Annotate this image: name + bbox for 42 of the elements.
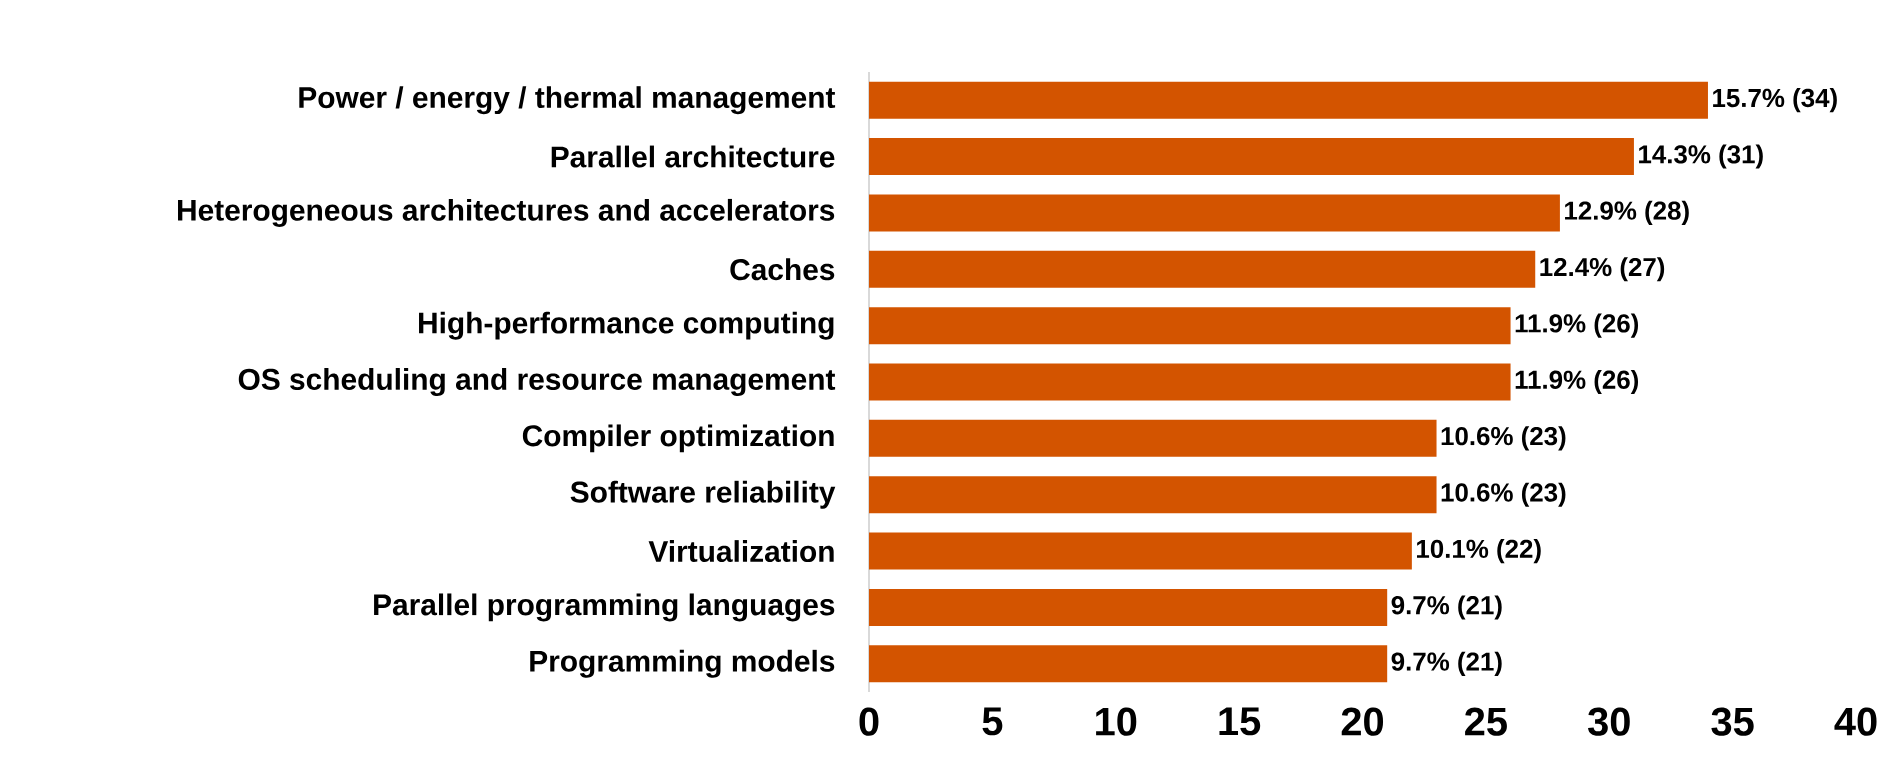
x-tick-label: 10 xyxy=(1096,707,1137,736)
y-tick-label: OS scheduling and resource management xyxy=(238,368,836,396)
bar xyxy=(869,250,1536,288)
data-label: 9.7% (21) xyxy=(1391,595,1502,620)
data-label: 11.9% (26) xyxy=(1515,313,1639,338)
bar xyxy=(869,81,1708,119)
y-tick-label: High-performance computing xyxy=(419,311,834,340)
bar xyxy=(869,532,1412,570)
bar xyxy=(869,307,1511,345)
bar xyxy=(869,419,1437,457)
x-tick-label: 0 xyxy=(859,707,879,736)
y-tick-label: Programming models xyxy=(530,649,835,678)
x-tick-label: 15 xyxy=(1219,707,1261,736)
bar xyxy=(869,588,1388,626)
data-label: 12.9% (28) xyxy=(1565,200,1689,225)
bar xyxy=(869,138,1634,176)
data-label: 12.4% (27) xyxy=(1540,257,1665,282)
bar xyxy=(869,363,1511,401)
y-tick-label: Software reliability xyxy=(570,480,836,509)
y-tick-label: Parallel programming languages xyxy=(374,593,835,622)
x-tick-label: 25 xyxy=(1465,707,1507,736)
y-tick-label: Parallel architecture xyxy=(551,145,835,168)
x-tick-label: 20 xyxy=(1341,707,1384,736)
x-tick-label: 35 xyxy=(1711,707,1754,736)
data-label: 9.7% (21) xyxy=(1391,651,1502,676)
bar xyxy=(869,645,1388,683)
data-label: 10.1% (22) xyxy=(1417,539,1541,564)
x-tick-label: 40 xyxy=(1834,707,1877,736)
y-tick-label: Caches xyxy=(730,258,835,281)
data-label: 10.6% (23) xyxy=(1441,482,1566,507)
bar xyxy=(869,476,1437,514)
data-label: 11.9% (26) xyxy=(1515,369,1639,395)
x-tick-label: 5 xyxy=(982,707,1003,736)
bar xyxy=(869,194,1560,232)
data-label: 10.6% (23) xyxy=(1441,426,1566,451)
x-tick-label: 30 xyxy=(1588,707,1630,736)
data-label: 15.7% (34) xyxy=(1713,88,1837,113)
y-tick-label: Virtualization xyxy=(648,540,834,563)
y-tick-label: Power / energy / thermal management xyxy=(299,86,836,115)
y-tick-label: Compiler optimization xyxy=(522,424,834,453)
data-label: 14.3% (31) xyxy=(1639,144,1763,169)
y-tick-label: Heterogeneous architectures and accelerators xyxy=(178,198,835,227)
